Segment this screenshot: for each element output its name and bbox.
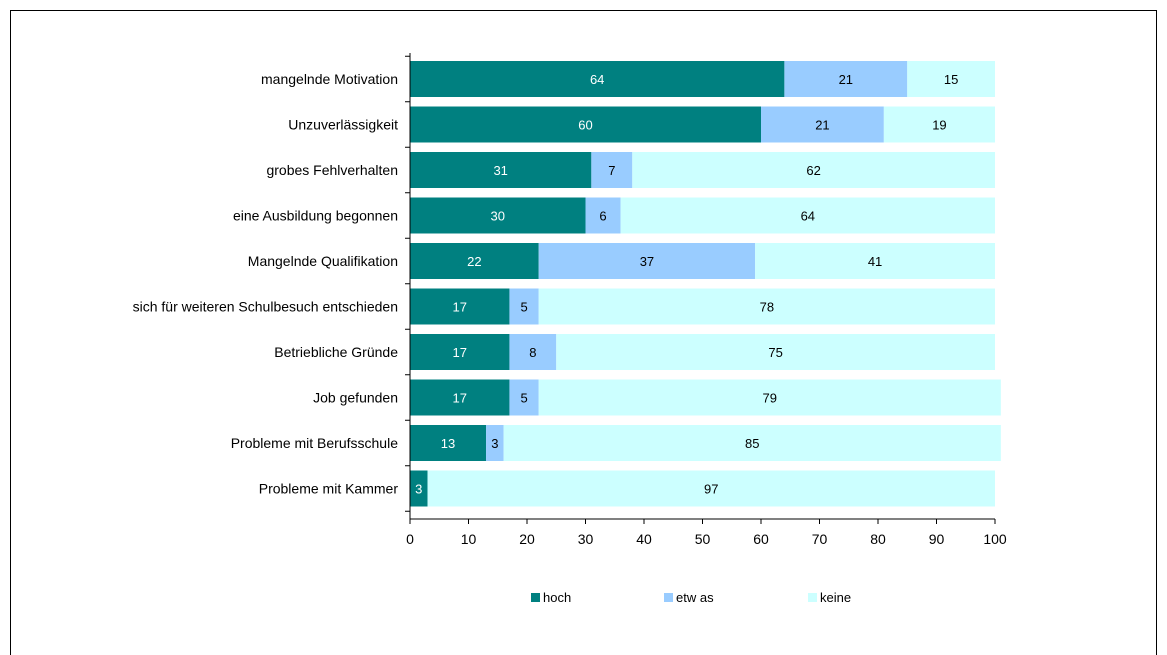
- x-tick-label: 60: [753, 531, 769, 547]
- bar-segment-etwas: [538, 243, 756, 279]
- data-label: 13: [441, 436, 455, 451]
- category-label: Probleme mit Berufsschule: [231, 435, 399, 451]
- category-label: Mangelnde Qualifikation: [248, 253, 398, 269]
- x-tick-label: 20: [519, 531, 535, 547]
- data-label: 3: [491, 436, 498, 451]
- x-tick-label: 70: [812, 531, 828, 547]
- legend-label: etw as: [676, 590, 714, 605]
- legend-swatch: [808, 593, 817, 602]
- data-label: 5: [520, 391, 527, 406]
- legend-label: hoch: [543, 590, 571, 605]
- bar-segment-etwas: [509, 288, 539, 325]
- bar-segment-keine: [556, 334, 995, 370]
- chart-frame: [10, 10, 1157, 655]
- data-label: 78: [760, 300, 774, 315]
- x-tick-label: 30: [578, 531, 594, 547]
- data-label: 62: [806, 163, 820, 178]
- data-label: 64: [590, 72, 604, 87]
- bar-segment-keine: [538, 379, 1001, 416]
- bar-segment-hoch: [410, 106, 761, 143]
- bar-segment-keine: [907, 61, 995, 97]
- data-label: 3: [415, 482, 422, 497]
- x-tick-label: 80: [870, 531, 886, 547]
- legend-swatch: [531, 593, 540, 602]
- bar-segment-hoch: [410, 243, 539, 279]
- data-label: 6: [599, 209, 606, 224]
- data-label: 5: [520, 300, 527, 315]
- data-label: 85: [745, 436, 759, 451]
- bar-segment-keine: [755, 243, 995, 279]
- bar-segment-keine: [503, 425, 1001, 461]
- x-tick-label: 40: [636, 531, 652, 547]
- data-label: 17: [452, 345, 466, 360]
- category-label: Probleme mit Kammer: [259, 481, 399, 497]
- bar-segment-hoch: [410, 379, 510, 416]
- category-label: sich für weiteren Schulbesuch entschiede…: [133, 299, 398, 315]
- legend-label: keine: [820, 590, 851, 605]
- category-label: eine Ausbildung begonnen: [233, 208, 398, 224]
- category-label: Job gefunden: [313, 390, 398, 406]
- bar-segment-etwas: [509, 379, 539, 416]
- data-label: 75: [768, 345, 782, 360]
- data-label: 60: [578, 118, 592, 133]
- data-label: 8: [529, 345, 536, 360]
- category-label: grobes Fehlverhalten: [266, 162, 398, 178]
- bar-segment-hoch: [410, 470, 428, 507]
- data-label: 7: [608, 163, 615, 178]
- bar-segment-etwas: [591, 152, 633, 188]
- bar-segment-keine: [632, 152, 995, 188]
- x-tick-label: 10: [461, 531, 477, 547]
- bar-segment-etwas: [784, 61, 908, 97]
- bar-segment-hoch: [410, 61, 785, 97]
- x-tick-label: 90: [929, 531, 945, 547]
- bar-segment-etwas: [761, 106, 884, 143]
- bar-segment-keine: [620, 197, 995, 234]
- data-label: 19: [932, 118, 946, 133]
- data-label: 17: [452, 300, 466, 315]
- x-axis: 0 10 20 30 40 50 60 70 80 90 100: [405, 53, 1007, 547]
- x-tick-label: 100: [983, 531, 1007, 547]
- data-label: 21: [839, 72, 853, 87]
- bar-segment-keine: [538, 288, 995, 325]
- bar-segment-hoch: [410, 334, 510, 370]
- bar-segment-etwas: [585, 197, 621, 234]
- legend: hoch etw as keine: [531, 590, 851, 605]
- data-label: 15: [944, 72, 958, 87]
- bar-segment-hoch: [410, 197, 586, 234]
- data-label: 97: [704, 482, 718, 497]
- bar-segment-keine: [883, 106, 995, 143]
- x-tick-label: 50: [695, 531, 711, 547]
- data-label: 64: [801, 209, 815, 224]
- bar-segment-keine: [427, 470, 995, 507]
- category-labels: mangelnde Motivation Unzuverlässigkeit gro…: [133, 71, 399, 497]
- bar-segment-etwas: [509, 334, 557, 370]
- legend-swatch: [664, 593, 673, 602]
- category-label: mangelnde Motivation: [261, 71, 398, 87]
- bar-segment-hoch: [410, 425, 487, 461]
- data-label: 21: [815, 118, 829, 133]
- data-label: 37: [640, 254, 654, 269]
- bars-group: 64 21 15 60 21 19 31 7 62 30 6 64 22 37 41 17 5 78 17 8 75 17…: [410, 61, 1001, 507]
- x-tick-label: 0: [406, 531, 414, 547]
- data-label: 41: [868, 254, 882, 269]
- category-label: Unzuverlässigkeit: [288, 117, 398, 133]
- data-label: 79: [763, 391, 777, 406]
- data-label: 22: [467, 254, 481, 269]
- bar-segment-hoch: [410, 152, 592, 188]
- bar-segment-hoch: [410, 288, 510, 325]
- category-label: Betriebliche Gründe: [274, 344, 398, 360]
- data-label: 17: [452, 391, 466, 406]
- bar-segment-etwas: [486, 425, 504, 461]
- data-label: 30: [491, 209, 505, 224]
- data-label: 31: [493, 163, 507, 178]
